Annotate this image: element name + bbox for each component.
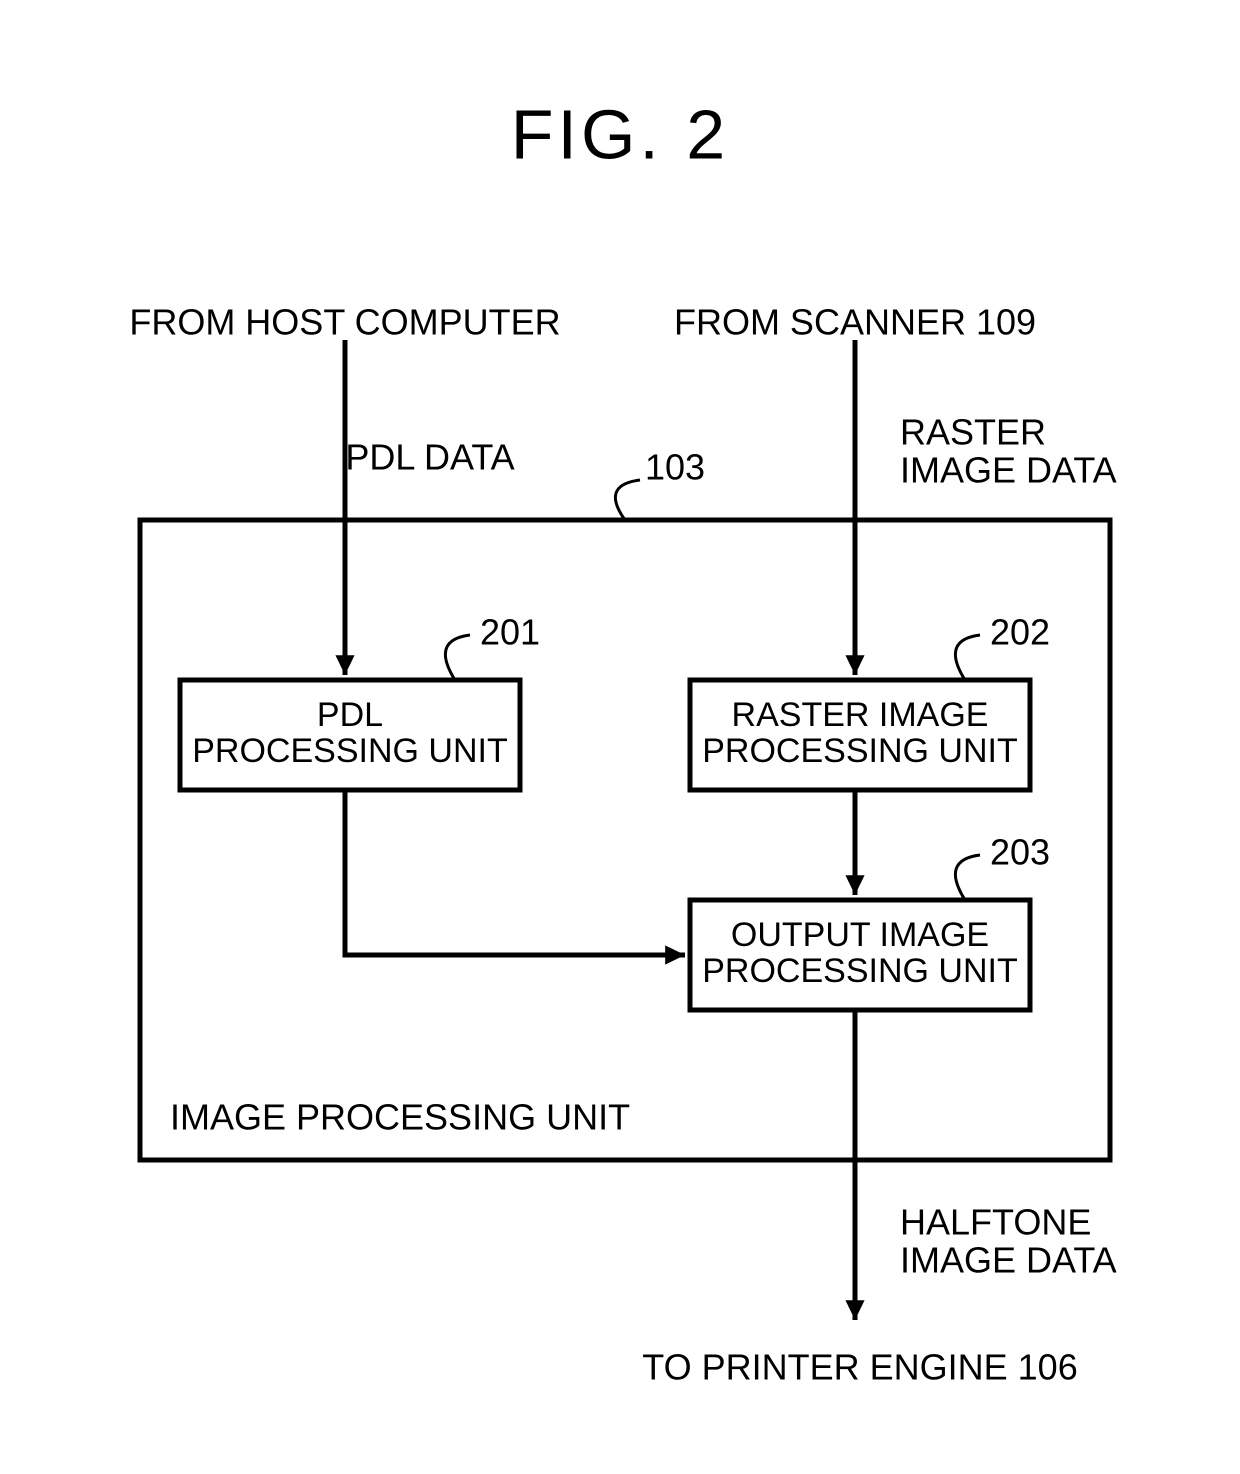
raster-label-1: RASTER IMAGE (732, 696, 989, 734)
output-label-1: OUTPUT IMAGE (731, 916, 989, 954)
figure-title: FIG. 2 (511, 95, 729, 173)
ref-201: 201 (480, 612, 540, 653)
raster-data-label-2: IMAGE DATA (900, 450, 1117, 491)
ref-203: 203 (990, 832, 1050, 873)
leader-202 (955, 635, 980, 680)
arrow-pdl-to-output-head (665, 945, 685, 964)
input-right-label: FROM SCANNER 109 (674, 302, 1036, 343)
pdl-data-label: PDL DATA (345, 437, 514, 478)
leader-103 (615, 480, 640, 520)
image-processing-unit-box (140, 520, 1110, 1160)
raster-data-label-1: RASTER (900, 412, 1046, 453)
ref-202: 202 (990, 612, 1050, 653)
leader-203 (955, 855, 980, 900)
leader-201 (445, 635, 470, 680)
pdl-label-2: PROCESSING UNIT (192, 732, 507, 770)
pdl-label-1: PDL (317, 696, 383, 734)
halftone-label-2: IMAGE DATA (900, 1240, 1117, 1281)
arrow-scanner-to-raster-head (845, 655, 864, 675)
arrow-output-to-printer-head (845, 1300, 864, 1320)
output-label-2: PROCESSING UNIT (702, 952, 1017, 990)
arrow-raster-to-output-head (845, 875, 864, 895)
arrow-host-to-pdl-head (335, 655, 354, 675)
arrow-pdl-to-output-line (345, 790, 679, 955)
input-left-label: FROM HOST COMPUTER (129, 302, 560, 343)
ref-103: 103 (645, 447, 705, 488)
printer-engine-label: TO PRINTER ENGINE 106 (642, 1347, 1077, 1388)
halftone-label-1: HALFTONE (900, 1202, 1091, 1243)
image-processing-unit-label: IMAGE PROCESSING UNIT (170, 1097, 630, 1138)
raster-label-2: PROCESSING UNIT (702, 732, 1017, 770)
